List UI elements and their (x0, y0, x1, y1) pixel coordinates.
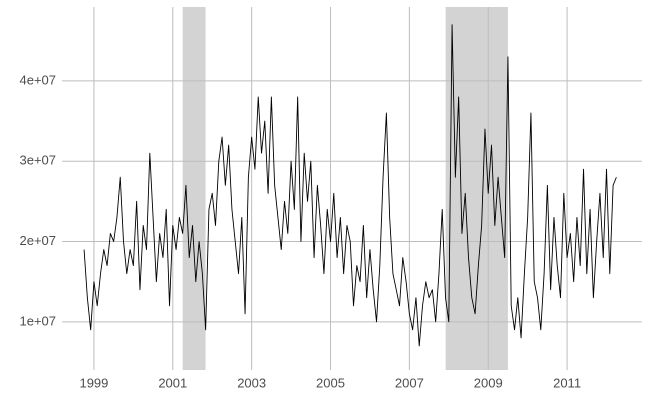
x-tick-label: 2011 (553, 375, 581, 390)
x-tick-label: 2007 (395, 375, 424, 390)
shaded-region (182, 7, 206, 370)
x-tick-label: 1999 (79, 375, 108, 390)
y-tick-label: 4e+07 (19, 72, 56, 87)
data-line (83, 24, 617, 347)
x-tick-label: 2005 (316, 375, 345, 390)
y-tick-label: 1e+07 (19, 313, 56, 328)
x-tick-label: 2003 (237, 375, 266, 390)
x-tick-label: 2001 (158, 375, 187, 390)
y-tick-label: 3e+07 (19, 153, 56, 168)
x-tick-label: 2009 (474, 375, 503, 390)
y-tick-label: 2e+07 (19, 233, 56, 248)
